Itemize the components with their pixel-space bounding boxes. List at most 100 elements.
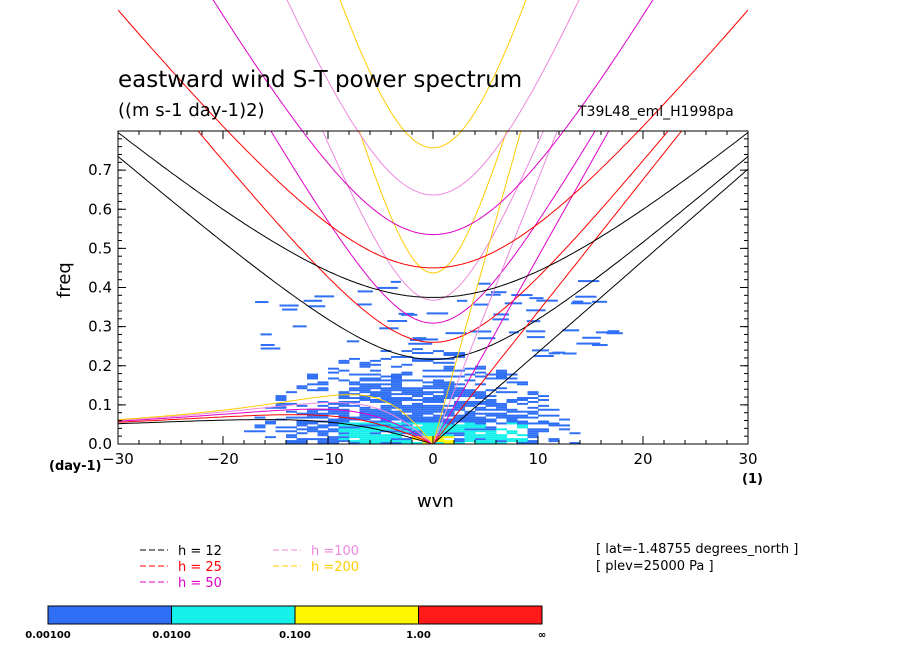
heat-cell	[391, 440, 402, 443]
heat-cell	[260, 347, 281, 350]
heat-cell	[338, 424, 350, 427]
heat-cell	[454, 369, 465, 372]
heat-cell	[317, 442, 329, 444]
heat-cell	[412, 393, 423, 396]
heat-cell	[506, 438, 518, 441]
heat-cell	[401, 442, 413, 444]
heat-cell	[408, 342, 433, 345]
heat-cell	[511, 294, 533, 297]
dispersion-curve	[322, 131, 544, 301]
dispersion-curve	[197, 131, 669, 343]
units-label: ((m s-1 day-1)2)	[118, 100, 265, 121]
heat-cell	[475, 420, 486, 423]
heat-cell	[391, 399, 402, 401]
heat-cell	[359, 414, 371, 417]
heat-cell	[443, 369, 455, 372]
heat-cell	[443, 383, 455, 386]
heat-cell	[370, 410, 381, 413]
heat-cell	[485, 400, 497, 403]
heat-cell	[504, 302, 523, 305]
heat-cell	[370, 385, 381, 388]
heat-cell	[454, 424, 465, 427]
heat-cell	[496, 373, 507, 376]
x-tick-label: −10	[312, 450, 344, 468]
heat-cell	[443, 354, 455, 356]
heat-cell	[338, 434, 350, 437]
heat-cell	[370, 412, 381, 415]
heat-cell	[526, 309, 546, 312]
heat-cell	[433, 440, 444, 443]
heat-cell	[496, 414, 507, 417]
dispersion-curve	[118, 156, 748, 360]
heat-cell	[370, 420, 381, 423]
heat-cell	[359, 406, 371, 409]
heat-cell	[433, 369, 444, 372]
heat-cell	[454, 414, 465, 417]
x-unit-right: (1)	[742, 472, 763, 487]
heat-cell	[454, 393, 465, 396]
heat-cell	[475, 426, 486, 429]
heat-cell	[443, 357, 455, 360]
heat-cell	[433, 420, 444, 423]
heat-cell	[349, 373, 360, 376]
heat-cell	[422, 359, 434, 362]
heat-cell	[380, 397, 392, 400]
heat-cell	[496, 438, 507, 441]
heat-cell	[538, 414, 549, 417]
heat-cell	[359, 361, 371, 364]
info-pressure-level: [ plev=25000 Pa ]	[596, 559, 714, 574]
heat-cell	[485, 436, 497, 439]
heat-cell	[506, 400, 518, 403]
heat-cell	[391, 414, 402, 417]
colorbar-swatch	[418, 605, 543, 625]
heat-cell	[317, 383, 329, 386]
heat-cell	[412, 395, 423, 398]
heat-cell	[401, 313, 418, 316]
heat-cell	[473, 303, 489, 306]
heat-cell	[338, 440, 350, 443]
heat-cell	[401, 393, 413, 396]
heat-cell	[464, 424, 476, 427]
heat-cell	[296, 404, 308, 407]
heat-cell	[359, 442, 371, 444]
heat-cell	[401, 373, 413, 376]
heat-cell	[506, 399, 518, 401]
heat-cell	[433, 404, 444, 407]
heat-cell	[475, 440, 486, 443]
heat-cell	[454, 416, 465, 419]
heat-cell	[401, 418, 413, 421]
heat-cell	[391, 381, 402, 384]
x-unit-left: (day-1)	[49, 459, 102, 474]
heat-cell	[422, 416, 434, 419]
heat-cell	[412, 412, 423, 415]
heat-cell	[328, 418, 339, 421]
heat-cell	[496, 377, 507, 380]
heat-cell	[475, 400, 486, 403]
heat-cell	[433, 410, 444, 413]
heat-cell	[370, 400, 381, 403]
heat-cell	[443, 436, 455, 439]
chart-title: eastward wind S-T power spectrum	[118, 67, 523, 93]
heat-cell	[296, 432, 308, 435]
heat-cell	[296, 420, 308, 423]
heat-cell	[401, 397, 413, 400]
heat-cell	[328, 424, 339, 427]
heat-cell	[496, 412, 507, 415]
heat-cell	[265, 436, 276, 439]
heat-cell	[370, 440, 381, 443]
heat-cell	[485, 442, 497, 444]
heat-cell	[296, 440, 308, 443]
heat-cell	[380, 406, 392, 409]
heat-cell	[286, 426, 297, 429]
heat-cell	[380, 416, 392, 419]
heat-cell	[506, 422, 518, 425]
heat-cell	[538, 395, 549, 398]
heat-cell	[254, 416, 266, 419]
heat-cell	[485, 377, 497, 380]
heat-cell	[422, 438, 434, 441]
heat-cell	[422, 338, 439, 341]
heat-cell	[359, 397, 371, 400]
heat-cell	[454, 432, 465, 435]
heat-cell	[391, 389, 402, 392]
heat-cell	[454, 442, 465, 444]
